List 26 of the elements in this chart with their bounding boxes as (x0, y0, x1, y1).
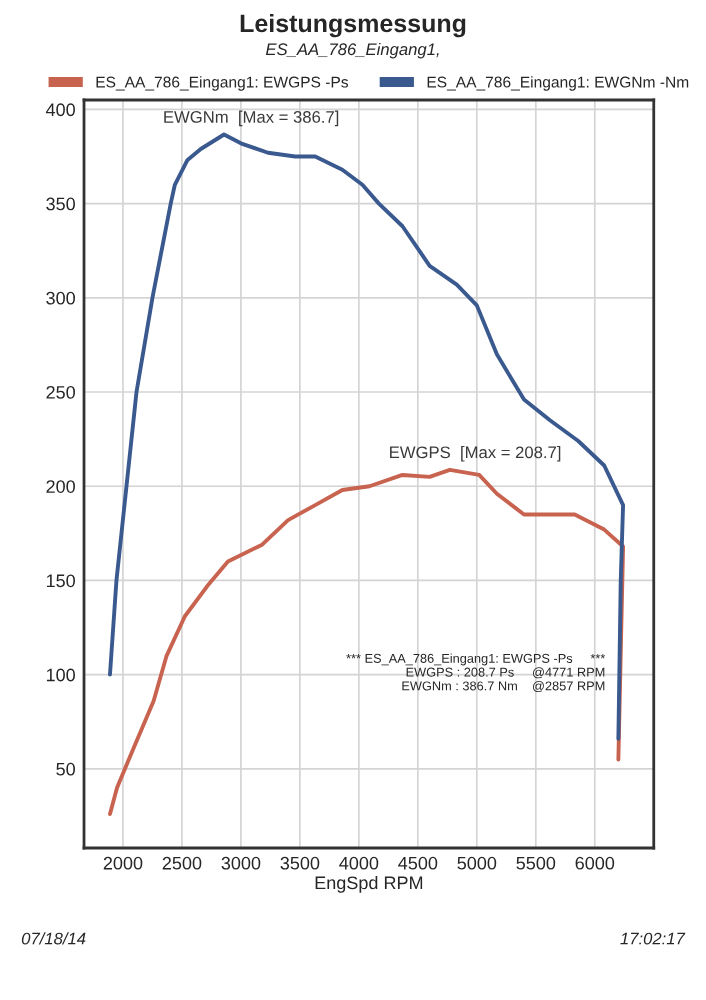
y-tick-label: 300 (46, 291, 75, 305)
y-tick-label: 50 (56, 762, 75, 776)
y-tick-label: 350 (46, 197, 75, 211)
x-axis-title: EngSpd RPM (315, 875, 423, 893)
y-tick-label: 150 (46, 574, 75, 588)
y-tick-label: 400 (45, 103, 75, 117)
x-tick-label: 2500 (162, 856, 202, 870)
chart-subtitle: ES_AA_786_Eingang1, (265, 42, 439, 59)
text: 07/18/14 (21, 932, 86, 945)
annotation: EWGPS [Max = 208.7] (390, 445, 561, 462)
text: 17:02:17 (620, 932, 686, 945)
line-series (108, 132, 626, 741)
annotation: EWGNm [Max = 386.7] (164, 110, 339, 127)
x-tick-label: 3000 (221, 856, 261, 870)
x-tick-label: 4000 (339, 856, 379, 870)
x-tick-label: 6000 (575, 856, 615, 870)
y-tick-label: 250 (46, 385, 75, 399)
line-series (108, 467, 626, 817)
x-tick-label: 3500 (280, 856, 320, 870)
chart-title: Leistungsmessung (240, 13, 466, 38)
x-tick-label: 5500 (516, 856, 556, 870)
x-tick-label: 2000 (103, 856, 143, 870)
y-tick-label: 100 (46, 668, 75, 682)
x-tick-label: 5000 (457, 856, 497, 870)
y-tick-label: 200 (46, 480, 75, 493)
x-tick-label: 4500 (398, 856, 438, 870)
